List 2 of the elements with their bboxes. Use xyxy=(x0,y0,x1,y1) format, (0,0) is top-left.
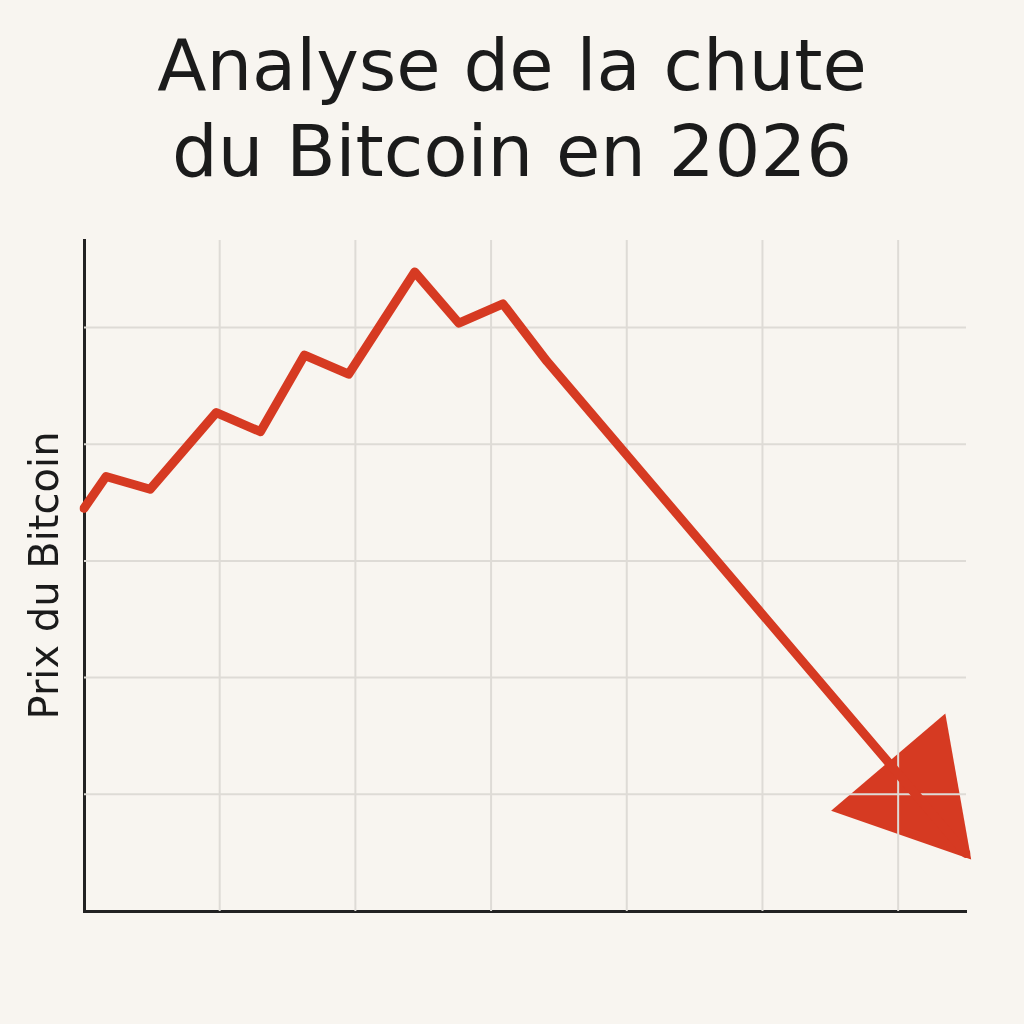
y-axis-title: Prix du Bitcoin xyxy=(21,431,68,720)
chart-title: Analyse de la chute du Bitcoin en 2026 xyxy=(156,22,868,194)
